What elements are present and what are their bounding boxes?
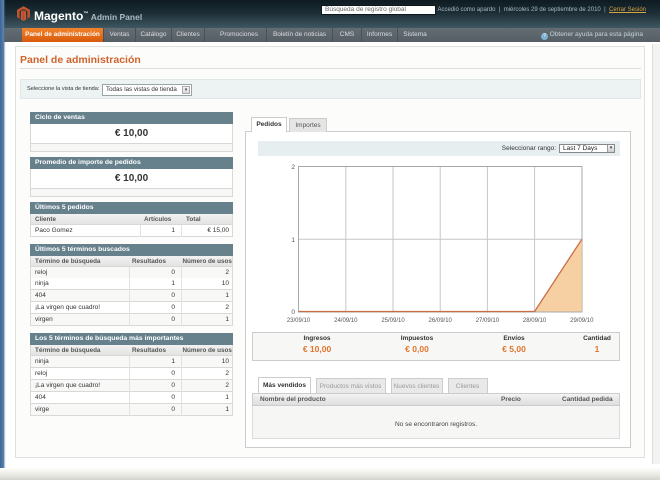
svg-text:25/09/10: 25/09/10 <box>381 318 405 324</box>
svg-text:28/09/10: 28/09/10 <box>523 318 547 324</box>
svg-text:0: 0 <box>291 309 295 316</box>
svg-text:27/09/10: 27/09/10 <box>476 318 500 324</box>
svg-text:2: 2 <box>291 164 295 171</box>
svg-text:29/09/10: 29/09/10 <box>570 318 594 324</box>
svg-text:26/09/10: 26/09/10 <box>429 318 453 324</box>
svg-text:1: 1 <box>291 237 295 244</box>
svg-text:24/09/10: 24/09/10 <box>334 318 358 324</box>
svg-text:23/09/10: 23/09/10 <box>287 318 311 324</box>
